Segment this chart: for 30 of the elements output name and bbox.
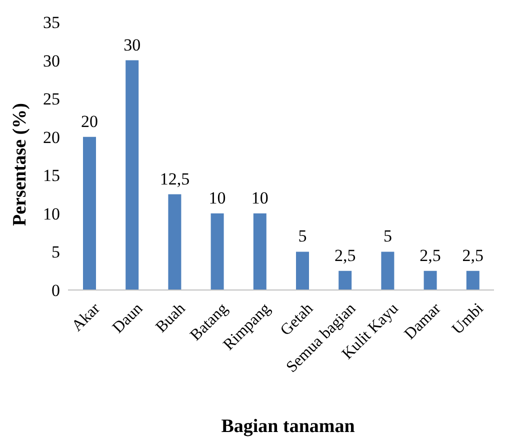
- data-label: 5: [298, 226, 307, 246]
- y-tick-label: 0: [52, 281, 60, 300]
- y-tick-label: 20: [43, 128, 60, 147]
- bar: [381, 252, 394, 290]
- bar: [338, 270, 352, 290]
- data-label: 10: [251, 188, 268, 208]
- data-label: 10: [208, 188, 226, 208]
- y-tick-label: 10: [43, 204, 60, 224]
- bar: [83, 136, 96, 290]
- y-tick-label: 25: [43, 90, 60, 109]
- bar: [296, 252, 309, 290]
- y-tick-label: 30: [43, 51, 60, 70]
- data-label: 20: [81, 112, 98, 131]
- bar: [253, 213, 266, 290]
- bar: [210, 213, 224, 290]
- bar: [424, 270, 437, 290]
- y-tick-label: 35: [43, 13, 60, 32]
- data-label: 5: [383, 226, 392, 246]
- data-label: 2,5: [420, 246, 441, 265]
- bar: [466, 270, 480, 290]
- data-label: 2,5: [334, 246, 356, 265]
- x-axis-title: Bagian tanaman: [220, 416, 356, 438]
- y-tick-label: 15: [43, 166, 60, 186]
- y-axis-title: Persentase (%): [10, 103, 31, 226]
- bar: [168, 194, 182, 290]
- data-label: 30: [124, 35, 141, 54]
- data-label: 12,5: [160, 169, 190, 188]
- y-tick-label: 5: [52, 242, 60, 262]
- bar: [126, 60, 139, 290]
- data-label: 2,5: [462, 246, 484, 265]
